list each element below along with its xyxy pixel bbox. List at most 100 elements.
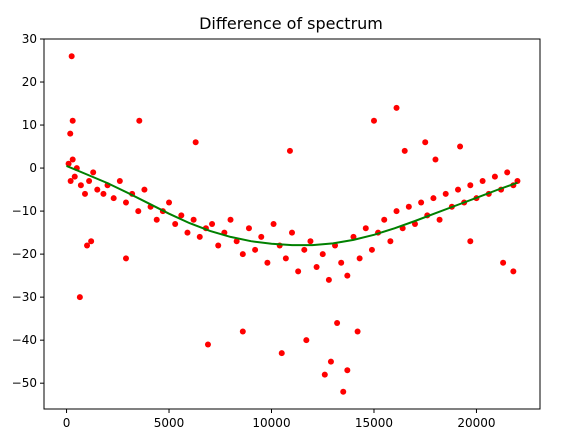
scatter-point <box>184 229 191 236</box>
y-tick-label: 10 <box>22 118 37 132</box>
scatter-point <box>192 139 199 146</box>
scatter-point <box>88 238 95 245</box>
scatter-point <box>76 294 83 301</box>
scatter-point <box>432 156 439 163</box>
scatter-point <box>327 358 334 365</box>
scatter-point <box>135 208 142 215</box>
y-tick-label: −10 <box>12 204 37 218</box>
scatter-point <box>393 104 400 111</box>
scatter-point <box>442 190 449 197</box>
scatter-point <box>110 195 117 202</box>
x-tick-label: 0 <box>63 416 71 430</box>
scatter-point <box>401 147 408 154</box>
scatter-point <box>122 199 129 206</box>
x-tick-label: 15000 <box>355 416 393 430</box>
y-tick-label: 0 <box>29 161 37 175</box>
y-tick-label: −30 <box>12 290 37 304</box>
scatter-point <box>362 225 369 232</box>
scatter-point <box>319 251 326 258</box>
y-axis: 30 20 10 0 −10 −20 −30 −40 −50 <box>12 32 44 390</box>
scatter-point <box>81 190 88 197</box>
scatter-point <box>467 182 474 189</box>
scatter-point <box>479 177 486 184</box>
scatter-point <box>354 328 361 335</box>
scatter-point <box>71 173 78 180</box>
scatter-point <box>209 221 216 227</box>
scatter-point <box>136 117 143 124</box>
scatter-point <box>467 238 474 245</box>
scatter-point <box>325 276 332 283</box>
scatter-point <box>491 173 498 180</box>
scatter-point <box>338 259 345 266</box>
scatter-point <box>190 216 197 223</box>
scatter-point <box>368 246 375 253</box>
fit-curve <box>66 164 518 247</box>
scatter-point <box>295 268 302 275</box>
fit-line <box>66 164 518 247</box>
scatter-point <box>387 238 394 245</box>
scatter-point <box>457 143 464 150</box>
scatter-point <box>321 371 328 378</box>
scatter-point <box>67 130 74 137</box>
y-tick-label: 20 <box>22 75 37 89</box>
scatter-point <box>178 212 185 219</box>
scatter-point <box>204 341 211 348</box>
y-tick-label: −50 <box>12 376 37 390</box>
scatter-point <box>84 242 91 249</box>
scatter-point <box>153 216 160 223</box>
scatter-point <box>418 199 425 206</box>
scatter-point <box>68 53 75 60</box>
scatter-point <box>116 177 123 184</box>
scatter-point <box>282 255 289 262</box>
scatter-point <box>278 350 285 357</box>
scatter-point <box>436 216 443 223</box>
scatter-point <box>86 177 93 184</box>
scatter-point <box>166 199 173 206</box>
scatter-point <box>370 117 377 124</box>
scatter-point <box>141 186 148 193</box>
scatter-point <box>340 388 347 395</box>
scatter-point <box>258 233 265 240</box>
scatter-point <box>233 238 240 245</box>
scatter-point <box>500 259 507 266</box>
scatter-point <box>227 216 234 223</box>
scatter-point <box>510 268 517 275</box>
scatter-point <box>334 319 341 326</box>
scatter-point <box>504 169 511 176</box>
plot-area <box>43 38 541 410</box>
scatter-point <box>270 221 277 227</box>
scatter-point <box>67 177 74 184</box>
scatter-point <box>301 246 308 253</box>
scatter-point <box>100 190 107 197</box>
scatter-point <box>381 216 388 223</box>
scatter-point <box>286 147 293 154</box>
scatter-point <box>344 272 351 279</box>
scatter-point <box>239 328 246 335</box>
scatter-point <box>122 255 129 262</box>
scatter-point <box>94 186 101 193</box>
scatter-point <box>307 238 314 245</box>
scatter-point <box>289 229 295 236</box>
scatter-point <box>215 242 222 249</box>
scatter-point <box>405 203 412 210</box>
x-tick-label: 10000 <box>252 416 290 430</box>
scatter-point <box>77 182 84 189</box>
scatter-point <box>356 255 363 262</box>
scatter-point <box>264 259 271 266</box>
scatter-point <box>313 264 320 271</box>
scatter-point <box>430 195 437 202</box>
x-tick-label: 5000 <box>154 416 185 430</box>
x-axis: 0 5000 10000 15000 20000 <box>63 409 496 430</box>
scatter-point <box>350 233 357 240</box>
scatter-point <box>455 186 462 193</box>
scatter-point <box>172 221 179 227</box>
y-tick-label: −20 <box>12 247 37 261</box>
scatter-point <box>239 251 246 258</box>
x-tick-label: 20000 <box>457 416 495 430</box>
scatter-point <box>69 117 76 124</box>
scatter-point <box>344 367 351 374</box>
scatter-point <box>196 233 203 240</box>
y-tick-label: 30 <box>22 32 37 46</box>
scatter-point <box>303 337 310 344</box>
